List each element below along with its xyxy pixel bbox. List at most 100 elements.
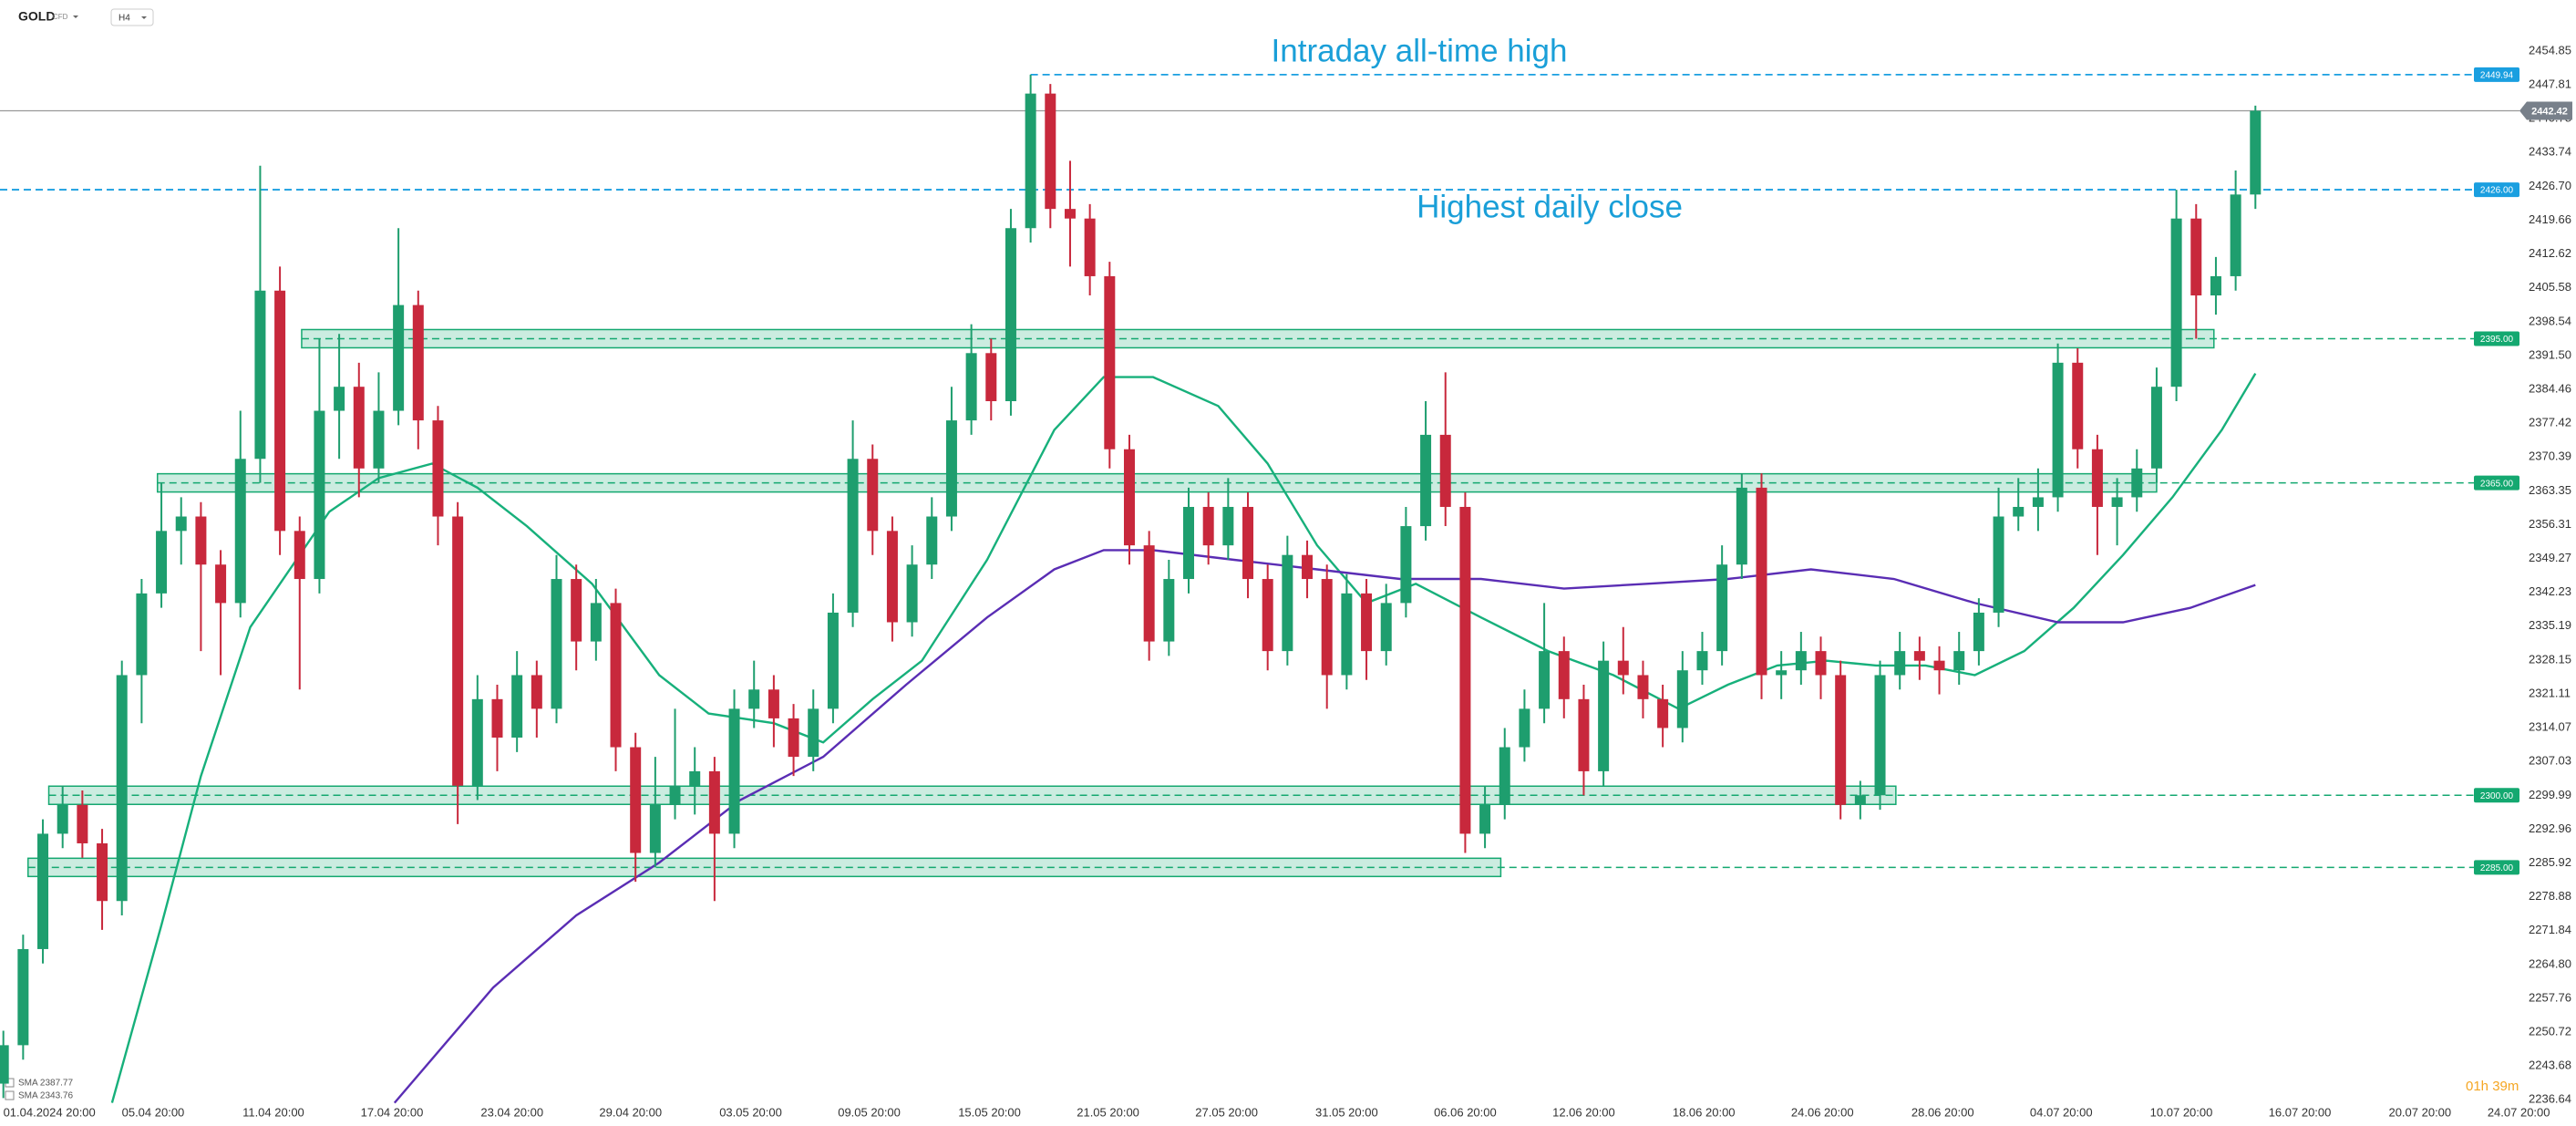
candle-body xyxy=(630,747,642,853)
x-tick-label: 27.05 20:00 xyxy=(1195,1105,1258,1119)
candle-body xyxy=(195,516,207,565)
candle-body xyxy=(2190,218,2202,296)
y-tick-label: 2419.66 xyxy=(2529,212,2571,226)
candle-body xyxy=(748,689,760,709)
candle-body xyxy=(886,531,898,623)
y-tick-label: 2349.27 xyxy=(2529,551,2571,564)
candle-body xyxy=(1163,579,1175,642)
timeframe[interactable]: H4 xyxy=(118,14,130,24)
candle-body xyxy=(1420,434,1432,527)
candle-body xyxy=(2131,468,2143,498)
candle-body xyxy=(1499,747,1510,805)
candle-body xyxy=(1479,804,1491,834)
x-tick-label: 24.06 20:00 xyxy=(1791,1105,1854,1119)
price-tag-label: 2365.00 xyxy=(2480,479,2514,489)
price-tag-label: 2395.00 xyxy=(2480,335,2514,345)
candle-body xyxy=(1282,554,1293,652)
candle-body xyxy=(37,833,49,949)
x-tick-label: 11.04 20:00 xyxy=(242,1105,304,1119)
dropdown-arrow[interactable] xyxy=(73,15,78,18)
annotation: Highest daily close xyxy=(1417,189,1683,224)
candle-body xyxy=(1104,275,1116,449)
y-tick-label: 2377.42 xyxy=(2529,416,2571,429)
candle-body xyxy=(2052,362,2064,498)
candle-body xyxy=(1953,651,1965,671)
candle-body xyxy=(156,531,168,594)
plot: 2454.852447.812440.782433.742426.702419.… xyxy=(0,43,2572,1119)
candle-body xyxy=(1123,449,1135,546)
symbol[interactable]: GOLD xyxy=(18,9,55,24)
candle-body xyxy=(412,305,424,421)
y-tick-label: 2278.88 xyxy=(2529,889,2571,903)
candle-body xyxy=(1400,526,1412,604)
candle-body xyxy=(1598,660,1610,771)
price-tag-label: 2300.00 xyxy=(2480,791,2514,801)
candle-body xyxy=(689,770,701,786)
candle-body xyxy=(1913,651,1925,661)
candle-body xyxy=(491,698,503,739)
candle-body xyxy=(649,804,661,853)
candle-body xyxy=(1795,651,1807,671)
candle-body xyxy=(571,579,582,642)
candle-body xyxy=(1894,651,1906,676)
candle-body xyxy=(116,675,128,902)
y-tick-label: 2285.92 xyxy=(2529,855,2571,869)
x-tick-label: 29.04 20:00 xyxy=(599,1105,662,1119)
dropdown-arrow[interactable] xyxy=(141,16,147,19)
candle-body xyxy=(1637,675,1649,699)
y-tick-label: 2384.46 xyxy=(2529,381,2571,395)
y-tick-label: 2342.23 xyxy=(2529,584,2571,598)
candle-body xyxy=(610,603,622,748)
legend-icon xyxy=(5,1090,15,1100)
candle-body xyxy=(432,420,444,517)
candle-body xyxy=(965,353,977,421)
x-tick-label: 04.07 20:00 xyxy=(2030,1105,2093,1119)
candle-body xyxy=(17,948,29,1046)
candle-body xyxy=(926,516,938,565)
y-tick-label: 2321.11 xyxy=(2529,686,2571,699)
candle-body xyxy=(314,410,325,580)
candle-body xyxy=(669,785,681,805)
price-tag xyxy=(2474,860,2519,875)
instrument-type: CFD xyxy=(53,13,68,21)
candle-body xyxy=(1341,593,1353,676)
candle-body xyxy=(294,531,305,580)
y-tick-label: 2405.58 xyxy=(2529,280,2571,294)
candle-body xyxy=(1933,660,1945,671)
candle-body xyxy=(1519,708,1530,748)
candle-body xyxy=(1084,218,1096,276)
x-tick-label: 31.05 20:00 xyxy=(1315,1105,1378,1119)
x-tick-label: 10.07 20:00 xyxy=(2150,1105,2213,1119)
y-tick-label: 2370.39 xyxy=(2529,449,2571,463)
legend-label: SMA 2343.76 xyxy=(18,1091,73,1101)
candle-body xyxy=(827,612,839,709)
countdown: 01h 39m xyxy=(2466,1079,2519,1094)
candle-body xyxy=(2091,449,2103,507)
candle-body xyxy=(274,290,286,532)
candle-body xyxy=(768,689,779,718)
y-tick-label: 2264.80 xyxy=(2529,956,2571,970)
annotation: Intraday all-time high xyxy=(1272,33,1568,68)
timeframe-box[interactable] xyxy=(110,8,154,26)
candle-body xyxy=(1835,675,1847,805)
y-tick-label: 2335.19 xyxy=(2529,618,2571,632)
price-tag xyxy=(2474,331,2519,346)
candle-body xyxy=(590,603,602,642)
candle-body xyxy=(847,459,859,613)
sma-line xyxy=(393,549,2256,1104)
y-tick-label: 2363.35 xyxy=(2529,483,2571,497)
y-tick-label: 2271.84 xyxy=(2529,923,2571,936)
candle-body xyxy=(215,564,227,604)
x-tick-label: 03.05 20:00 xyxy=(719,1105,782,1119)
x-tick-label: 24.07 20:00 xyxy=(2488,1105,2550,1119)
candle-body xyxy=(2013,506,2025,517)
y-tick-label: 2328.15 xyxy=(2529,652,2571,666)
candle-body xyxy=(353,387,365,469)
candle-body xyxy=(788,718,799,758)
candle-body xyxy=(2250,110,2262,195)
candle-body xyxy=(57,804,68,834)
price-tag-label: 2285.00 xyxy=(2480,863,2514,873)
price-tag xyxy=(2474,788,2519,803)
y-tick-label: 2299.99 xyxy=(2529,788,2571,801)
